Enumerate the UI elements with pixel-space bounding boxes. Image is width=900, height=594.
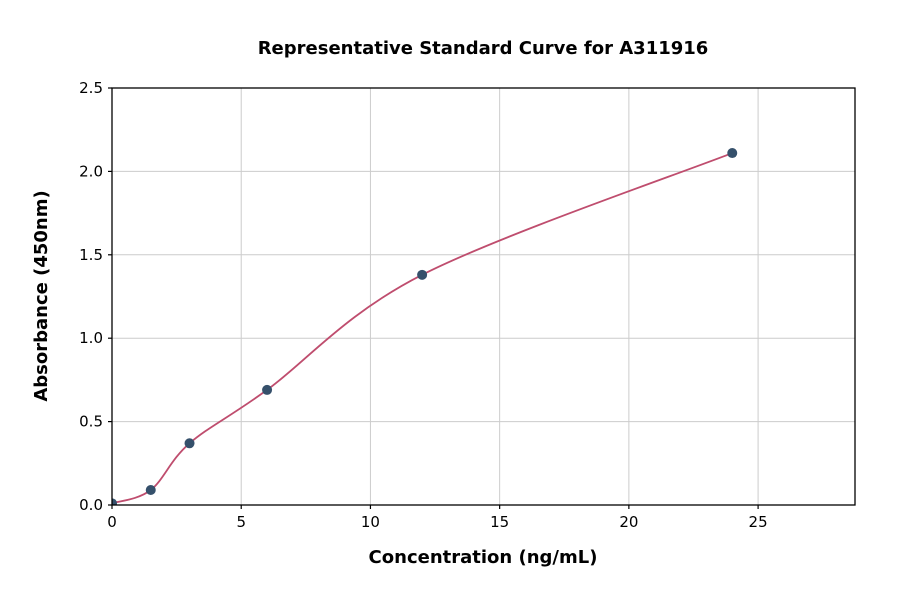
plot-area — [111, 87, 856, 506]
y-tick-label: 2.5 — [79, 79, 103, 97]
data-point — [184, 438, 195, 449]
x-tick-label: 10 — [361, 513, 380, 531]
y-tick-label: 1.0 — [79, 329, 103, 347]
x-tick-label: 15 — [490, 513, 509, 531]
x-tick-label: 25 — [749, 513, 768, 531]
data-point — [262, 384, 273, 395]
gridlines — [111, 87, 855, 506]
x-tick-label: 5 — [236, 513, 246, 531]
y-tick-label: 1.5 — [79, 246, 103, 264]
x-tick-label: 20 — [619, 513, 638, 531]
data-point — [727, 148, 738, 159]
data-point — [112, 498, 117, 505]
fit-curve — [112, 152, 733, 505]
y-axis-label: Absorbance (450nm) — [31, 190, 52, 401]
data-layer — [112, 148, 738, 505]
chart-title: Representative Standard Curve for A31191… — [258, 38, 709, 59]
data-point — [417, 269, 428, 280]
x-axis-label: Concentration (ng/mL) — [369, 547, 598, 568]
axis-ticks: 0 5 10 15 20 25 0.0 0.5 1.0 1.5 2.0 2.5 — [79, 79, 767, 531]
data-point — [145, 484, 156, 495]
x-tick-label: 0 — [107, 513, 117, 531]
y-tick-label: 2.0 — [79, 162, 103, 180]
y-tick-label: 0.5 — [79, 413, 103, 431]
y-tick-label: 0.0 — [79, 496, 103, 514]
